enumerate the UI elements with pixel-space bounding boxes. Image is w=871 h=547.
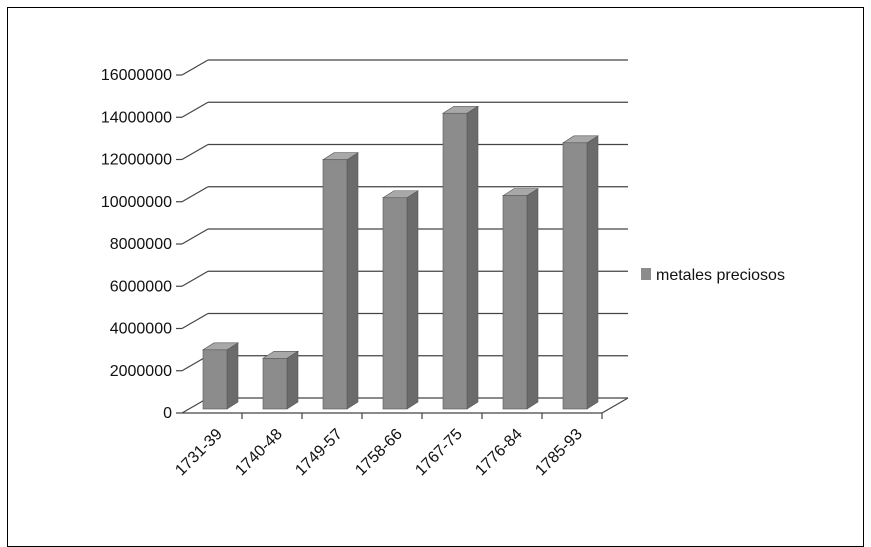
bar-1767-75 [442,112,468,410]
x-tick-label: 1731-39 [172,426,226,480]
x-tick-label: 1785-93 [532,426,586,480]
y-tick-label: 6000000 [110,278,172,295]
bar-side [226,342,239,410]
bar-side [346,152,359,410]
x-tick-label: 1767-75 [412,426,466,480]
y-tick-label: 10000000 [101,194,172,211]
bar-side [286,350,299,410]
gridline-side [181,101,209,118]
bars [201,105,600,410]
bar-side [406,190,419,410]
y-tick-label: 4000000 [110,321,172,338]
bar-side [526,188,539,410]
gridline-side [181,186,209,203]
x-tick-label: 1749-57 [292,426,346,480]
bar-side [586,135,599,410]
y-tick-label: 14000000 [101,109,172,126]
bar-1731-39 [202,349,228,410]
bar-side [466,105,479,410]
y-axis: 0 2000000 4000000 6000000 8000000 10000000 120… [101,67,182,422]
gridline-side [181,270,209,287]
legend: metales preciosos [641,267,785,284]
y-tick-label: 8000000 [110,236,172,253]
chart-frame [7,7,864,547]
x-tick-label: 1758-66 [352,426,406,480]
gridline-side [181,143,209,161]
gridline-side [181,59,209,76]
legend-swatch [641,268,651,280]
y-tick-label: 16000000 [101,67,172,84]
floor-right-edge [601,397,629,414]
bar-1758-66 [382,197,408,410]
x-tick-label: 1740-48 [232,426,286,480]
bar-1740-48 [262,357,288,410]
bar-1749-57 [322,159,348,410]
bar-1776-84 [502,195,528,410]
legend-label: metales preciosos [656,267,785,284]
bar-1785-93 [562,142,588,410]
gridline-side [181,312,209,330]
y-tick-label: 12000000 [101,152,172,169]
x-tick-label: 1776-84 [472,426,526,480]
bar-chart: 0 2000000 4000000 6000000 8000000 10000000 120… [101,59,785,480]
gridline-side [181,228,209,245]
x-axis: 1731-39 1740-48 1749-57 1758-66 1767-75 1776-… [172,413,603,480]
y-tick-label: 0 [163,405,172,422]
y-tick-label: 2000000 [110,363,172,380]
